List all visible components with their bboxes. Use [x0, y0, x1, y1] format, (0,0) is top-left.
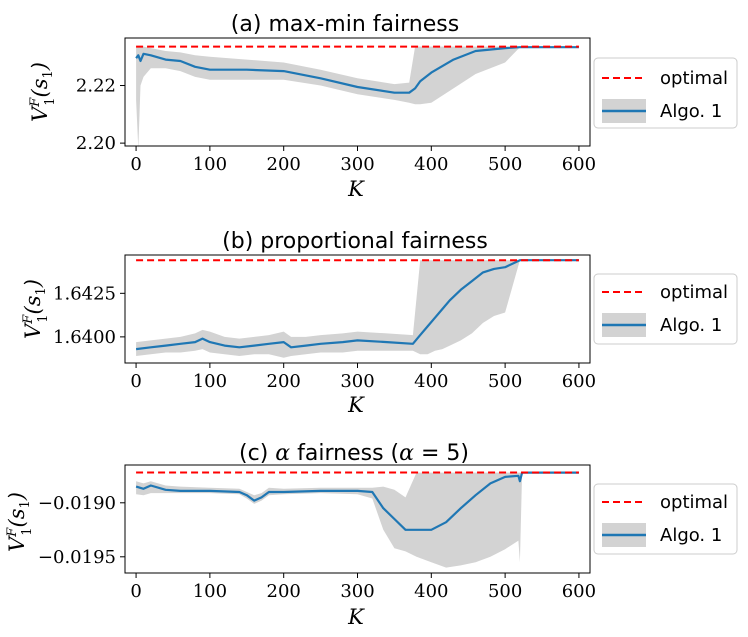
panel-c-x-ticks: 0 100 200 300 400 500 600: [130, 573, 596, 602]
panel-b-x-tick-label: 300: [340, 371, 374, 392]
panel-a-legend-algo: Algo. 1: [660, 101, 722, 122]
panel-b-y-ticks: 1.6400 1.6425: [53, 283, 125, 348]
panel-a-x-ticks: 0 100 200 300 400 500 600: [130, 146, 596, 175]
panel-c: (c) α fairness (α = 5) 0 100 200 300 400 500 6…: [5, 441, 738, 629]
panel-b-x-tick-label: 200: [267, 371, 301, 392]
panel-c-x-tick-label: 300: [340, 581, 374, 602]
panel-c-x-tick-label: 400: [414, 581, 448, 602]
panel-a-y-tick-label: 2.20: [76, 133, 116, 154]
panel-b-x-tick-label: 400: [414, 371, 448, 392]
panel-c-x-label: K: [347, 605, 365, 629]
panel-a-plot-area: [135, 45, 579, 149]
panel-a-x-tick-label: 0: [130, 154, 141, 175]
panel-a-confidence-band: [136, 46, 579, 149]
panel-c-y-label: VF1(s1): [5, 492, 35, 552]
panel-a-y-tick-label: 2.22: [76, 76, 116, 97]
panel-b-y-label: VF1(s1): [21, 279, 51, 339]
panel-b-x-label: K: [347, 393, 365, 417]
panel-b-algo-line: [135, 259, 579, 351]
panel-a-x-tick-label: 600: [562, 154, 596, 175]
panel-b-legend-algo: Algo. 1: [660, 315, 722, 336]
panel-b-legend-optimal: optimal: [660, 282, 728, 303]
panel-b-title: (b) proportional fairness: [222, 229, 488, 254]
panel-a-legend-optimal: optimal: [660, 68, 728, 89]
panel-c-legend-optimal: optimal: [660, 492, 728, 513]
panel-b-legend: optimal Algo. 1: [593, 273, 738, 345]
panel-b-x-tick-label: 100: [193, 371, 227, 392]
panel-a-x-tick-label: 300: [340, 154, 374, 175]
panel-c-x-tick-label: 100: [193, 581, 227, 602]
panel-a-x-tick-label: 200: [267, 154, 301, 175]
panel-b-plot-area: [135, 259, 579, 358]
panel-a-title: (a) max-min fairness: [231, 12, 459, 37]
panel-c-y-ticks: −0.0190 −0.0195: [38, 493, 125, 568]
panel-c-y-tick-label: −0.0195: [38, 547, 116, 568]
panel-a-y-ticks: 2.20 2.22: [76, 76, 125, 154]
panel-c-x-tick-label: 500: [488, 581, 522, 602]
panel-a-x-tick-label: 400: [414, 154, 448, 175]
panel-c-legend: optimal Algo. 1: [593, 483, 738, 555]
panel-b-y-tick-label: 1.6400: [53, 327, 116, 348]
panel-a-legend: optimal Algo. 1: [593, 57, 738, 129]
panel-c-y-tick-label: −0.0190: [38, 493, 116, 514]
panel-a-algo-line: [135, 46, 579, 94]
panel-a: (a) max-min fairness 0 100 200 300 400 500 600…: [28, 12, 738, 201]
panel-b-x-ticks: 0 100 200 300 400 500 600: [130, 363, 596, 392]
panel-a-x-tick-label: 100: [193, 154, 227, 175]
panel-c-x-tick-label: 200: [267, 581, 301, 602]
panel-b: (b) proportional fairness 0 100 200 300 400 5…: [21, 229, 738, 417]
panel-c-title: (c) α fairness (α = 5): [239, 441, 469, 466]
panel-c-legend-algo: Algo. 1: [660, 525, 722, 546]
panel-b-x-tick-label: 600: [562, 371, 596, 392]
panel-b-y-tick-label: 1.6425: [53, 283, 116, 304]
panel-a-x-tick-label: 500: [488, 154, 522, 175]
panel-c-confidence-band: [136, 472, 579, 568]
panel-b-x-tick-label: 500: [488, 371, 522, 392]
panel-b-x-tick-label: 0: [130, 371, 141, 392]
panel-a-y-label: VF1(s1): [28, 62, 58, 122]
panel-c-x-tick-label: 600: [562, 581, 596, 602]
panel-c-algo-line: [135, 471, 579, 531]
panel-b-confidence-band: [136, 260, 579, 358]
panel-c-x-tick-label: 0: [130, 581, 141, 602]
panel-a-x-label: K: [347, 177, 365, 201]
panel-c-plot-area: [135, 471, 579, 568]
